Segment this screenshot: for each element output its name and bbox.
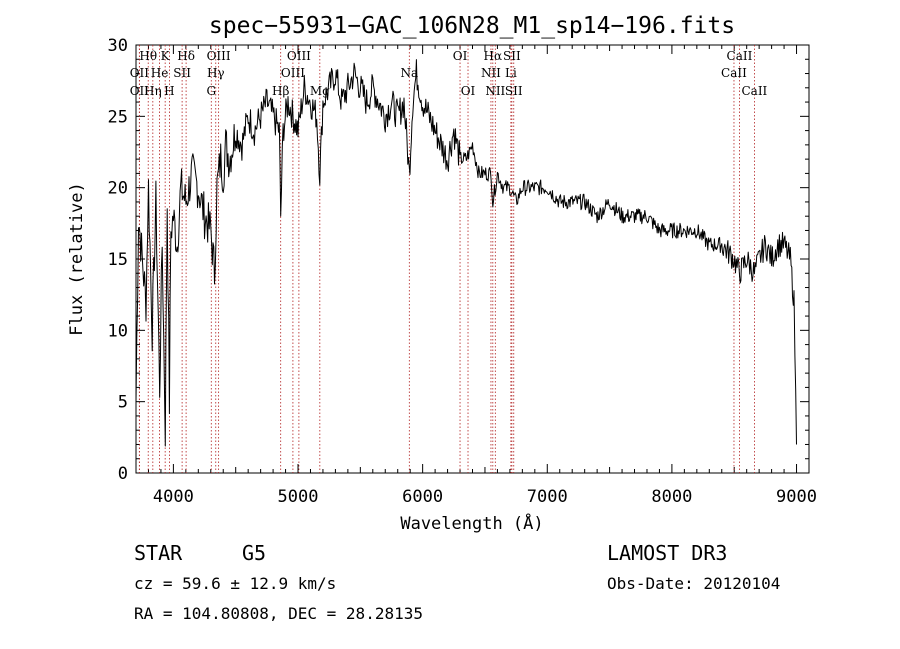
line-marker-label: NII xyxy=(485,84,505,98)
line-marker-label: SII xyxy=(505,84,523,98)
spectrum-series xyxy=(135,59,797,447)
line-marker-label: K xyxy=(161,49,171,63)
coordinates: RA = 104.80808, DEC = 28.28135 xyxy=(134,604,423,623)
x-tick-label: 9000 xyxy=(776,487,817,507)
line-marker-label: OI xyxy=(461,84,476,98)
y-tick-label: 10 xyxy=(108,321,128,341)
x-tick-label: 4000 xyxy=(153,487,194,507)
object-class: STAR xyxy=(134,541,183,565)
line-marker-label: OII xyxy=(130,66,150,80)
spectral-line-markers xyxy=(138,45,755,473)
line-marker-label: CaII xyxy=(741,84,767,98)
line-marker-label: SII xyxy=(173,66,191,80)
x-axis-label: Wavelength (Å) xyxy=(400,512,543,534)
observation-date: Obs-Date: 20120104 xyxy=(607,574,780,593)
plot-frame xyxy=(135,44,810,474)
line-marker-label: NII xyxy=(481,66,501,80)
line-marker-label: Hγ xyxy=(207,66,225,80)
y-axis-label: Flux (relative) xyxy=(67,182,87,336)
line-marker-label: He xyxy=(151,66,169,80)
line-marker-label: Hδ xyxy=(177,49,195,63)
survey-name: LAMOST DR3 xyxy=(607,541,727,565)
x-tick-label: 5000 xyxy=(278,487,319,507)
line-marker-label: Na xyxy=(400,66,418,80)
x-tick-label: 7000 xyxy=(527,487,568,507)
x-tick-label: 6000 xyxy=(402,487,443,507)
line-marker-label: Hθ xyxy=(139,49,157,63)
line-marker-label: OII xyxy=(130,84,150,98)
spectral-line-labels: Hθ OII OII K He Hη H Hδ SII OIII Hγ G OIII OIII Hβ Mg Na… xyxy=(130,49,768,98)
y-tick-label: 0 xyxy=(118,464,128,484)
line-marker-label: OIII xyxy=(287,49,311,63)
line-marker-label: OI xyxy=(453,49,468,63)
line-marker-label: Hη xyxy=(144,84,162,98)
line-marker-label: OIII xyxy=(207,49,231,63)
line-marker-label: Hβ xyxy=(272,84,289,98)
y-tick-label: 20 xyxy=(108,179,128,199)
line-marker-label: OIII xyxy=(281,66,305,80)
y-tick-label: 25 xyxy=(108,107,128,127)
line-marker-label: CaII xyxy=(727,49,753,63)
x-tick-label: 8000 xyxy=(651,487,692,507)
y-tick-label: 30 xyxy=(108,36,128,56)
line-marker-label: CaII xyxy=(721,66,747,80)
line-marker-label: Li xyxy=(505,66,517,80)
x-axis: 4000 5000 6000 7000 8000 9000 xyxy=(135,45,817,507)
y-tick-label: 5 xyxy=(118,393,128,413)
spectrum-line xyxy=(135,59,797,447)
line-marker-label: Hα xyxy=(484,49,503,63)
line-marker-label: Mg xyxy=(310,84,330,98)
y-tick-label: 15 xyxy=(108,250,128,270)
line-marker-label: SII xyxy=(503,49,521,63)
object-subclass: G5 xyxy=(242,541,266,565)
chart-title: spec−55931−GAC_106N28_M1_sp14−196.fits xyxy=(209,13,735,39)
line-marker-label: H xyxy=(164,84,174,98)
redshift-info: cz = 59.6 ± 12.9 km/s xyxy=(134,574,336,593)
line-marker-label: G xyxy=(206,84,216,98)
